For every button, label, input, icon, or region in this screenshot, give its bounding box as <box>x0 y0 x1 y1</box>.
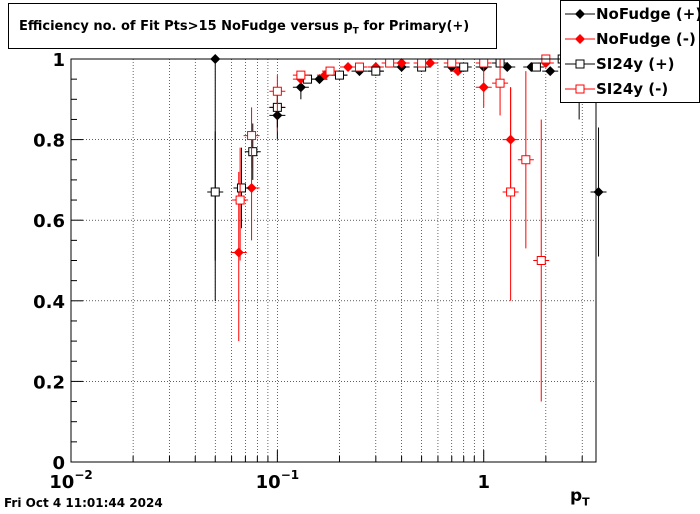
x-axis-label: pT <box>570 486 590 509</box>
data-point <box>334 70 344 80</box>
legend-item: NoFudge (-) <box>561 28 700 50</box>
y-tick-label: 0.2 <box>33 372 65 393</box>
data-point <box>478 82 489 93</box>
timestamp: Fri Oct 4 11:01:44 2024 <box>4 496 163 510</box>
legend-item: SI24y (+) <box>561 53 700 75</box>
legend-item: SI24y (-) <box>561 78 700 100</box>
legend-label: SI24y (+) <box>596 55 675 73</box>
axes: 0 0.2 0.4 0.6 0.8 1 10−2 10−1 1 <box>33 50 583 493</box>
data-point <box>506 187 516 197</box>
data-point <box>272 86 282 96</box>
data-point <box>371 66 381 76</box>
y-tick-label: 1 <box>52 50 65 71</box>
data-point <box>521 155 531 165</box>
data-point <box>325 66 335 76</box>
data-point <box>246 182 257 193</box>
data-point <box>235 195 245 205</box>
data-point <box>385 58 395 68</box>
x-tick-label: 1 <box>477 472 490 493</box>
legend-marker-square-open-icon <box>565 84 595 94</box>
legend-item: NoFudge (+) <box>561 3 700 25</box>
data-point <box>236 183 246 193</box>
data-point <box>296 70 306 80</box>
data-point <box>531 62 541 72</box>
data-point <box>459 62 469 72</box>
data-point <box>396 58 407 69</box>
data-point <box>593 186 604 197</box>
data-point <box>233 247 244 258</box>
data-point <box>343 62 354 73</box>
data-points <box>207 54 607 402</box>
y-tick-label: 0 <box>52 453 65 474</box>
chart-title: Efficiency no. of Fit Pts>15 NoFudge ver… <box>19 19 470 37</box>
x-tick-label: 10−2 <box>49 468 92 493</box>
data-point <box>425 58 436 69</box>
data-point <box>295 82 306 93</box>
data-point <box>536 256 546 265</box>
data-point <box>447 58 457 68</box>
data-point <box>502 62 513 73</box>
legend-marker-diamond-filled-icon <box>565 9 595 19</box>
data-point <box>210 187 220 197</box>
legend-label: SI24y (-) <box>596 80 669 98</box>
y-tick-label: 0.4 <box>33 292 65 313</box>
data-point <box>545 66 556 77</box>
x-tick-label: 10−1 <box>256 468 299 493</box>
y-tick-label: 0.6 <box>33 211 65 232</box>
data-point <box>354 62 364 72</box>
data-point <box>495 78 505 88</box>
data-point <box>248 147 258 157</box>
y-tick-label: 0.8 <box>33 131 65 152</box>
data-point <box>247 131 257 141</box>
data-point <box>479 58 489 68</box>
plot-frame <box>70 58 597 463</box>
legend: NoFudge (+) NoFudge (-) SI24y (+) SI24y … <box>560 0 700 103</box>
chart-title-box: Efficiency no. of Fit Pts>15 NoFudge ver… <box>8 3 497 49</box>
legend-label: NoFudge (+) <box>596 5 700 23</box>
legend-marker-diamond-filled-icon <box>565 34 595 44</box>
grid-lines <box>70 58 596 463</box>
legend-marker-square-open-icon <box>565 59 595 69</box>
legend-label: NoFudge (-) <box>596 30 696 48</box>
data-point <box>417 58 427 68</box>
